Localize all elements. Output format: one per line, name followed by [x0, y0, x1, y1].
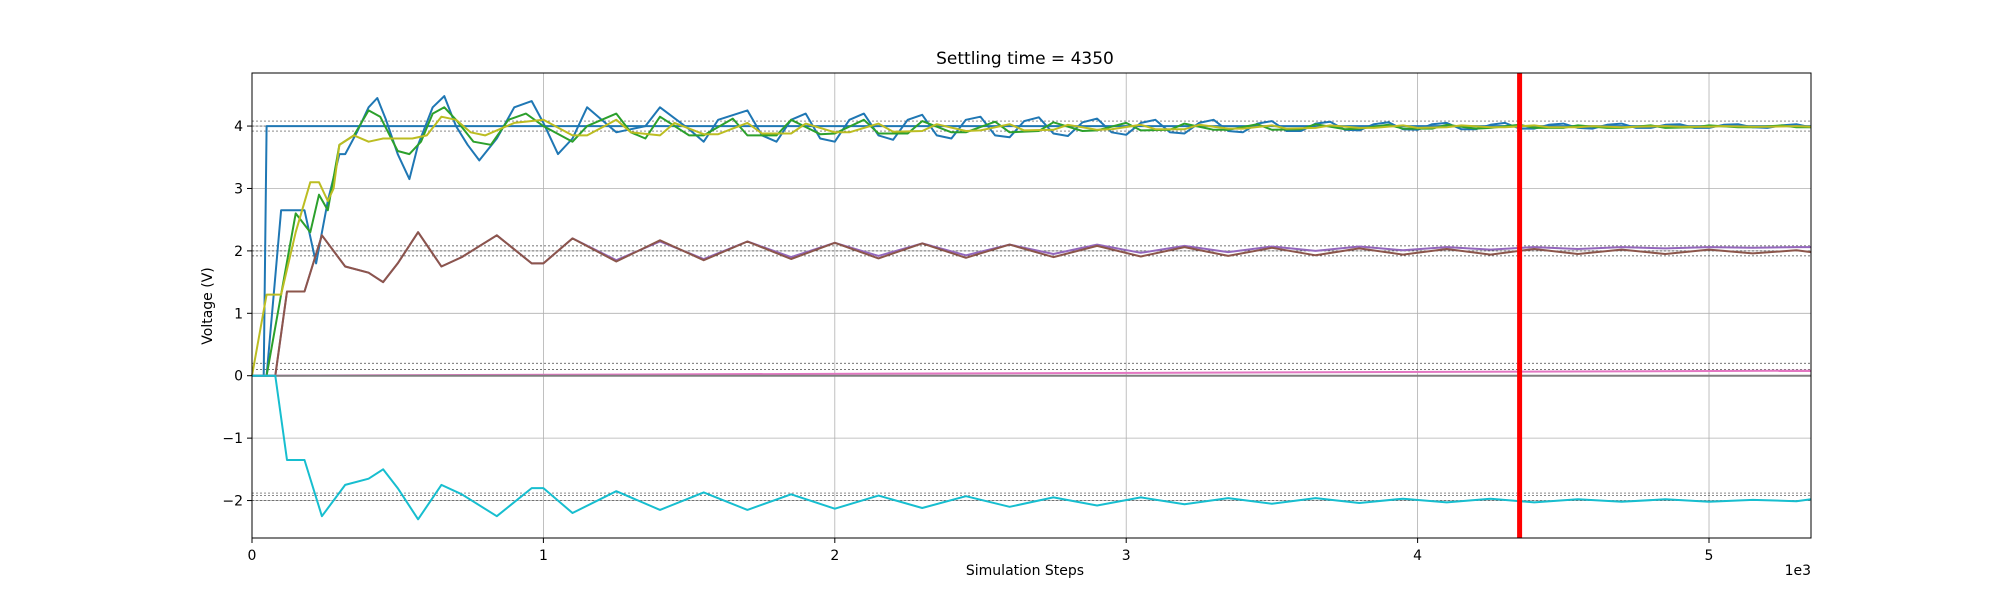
x-tick-label: 5 — [1705, 548, 1714, 564]
x-tick-label: 4 — [1413, 548, 1422, 564]
y-tick-label: 2 — [234, 244, 243, 260]
chart-title: Settling time = 4350 — [936, 49, 1114, 69]
y-tick-label: −1 — [222, 431, 243, 447]
grid-lines — [251, 73, 1811, 538]
x-tick-label: 2 — [830, 548, 839, 564]
y-tick-label: 3 — [234, 181, 243, 197]
series-line-9 — [252, 374, 1812, 521]
y-axis-title: Voltage (V) — [200, 267, 216, 344]
series-lines — [251, 95, 1812, 521]
x-tick-label: 3 — [1122, 548, 1131, 564]
y-tick-label: −2 — [222, 494, 243, 510]
x-axis-title: Simulation Steps — [966, 563, 1084, 579]
y-tick-label: 4 — [234, 119, 243, 135]
series-line-3 — [252, 106, 1811, 377]
tolerance-bands — [252, 120, 1811, 501]
x-tick-label: 0 — [248, 548, 257, 564]
x-tick-label: 1 — [539, 548, 548, 564]
series-line-2 — [252, 95, 1812, 377]
plot-frame — [251, 72, 1812, 539]
y-tick-label: 1 — [234, 306, 243, 322]
series-line-4 — [251, 115, 1812, 376]
axis-ticks: 0 1 2 3 4 5 −2 −1 0 1 2 3 4 — [222, 119, 1713, 564]
series-line-6 — [252, 231, 1812, 377]
x-axis-offset-label: 1e3 — [1785, 563, 1811, 579]
y-tick-label: 0 — [234, 369, 243, 385]
